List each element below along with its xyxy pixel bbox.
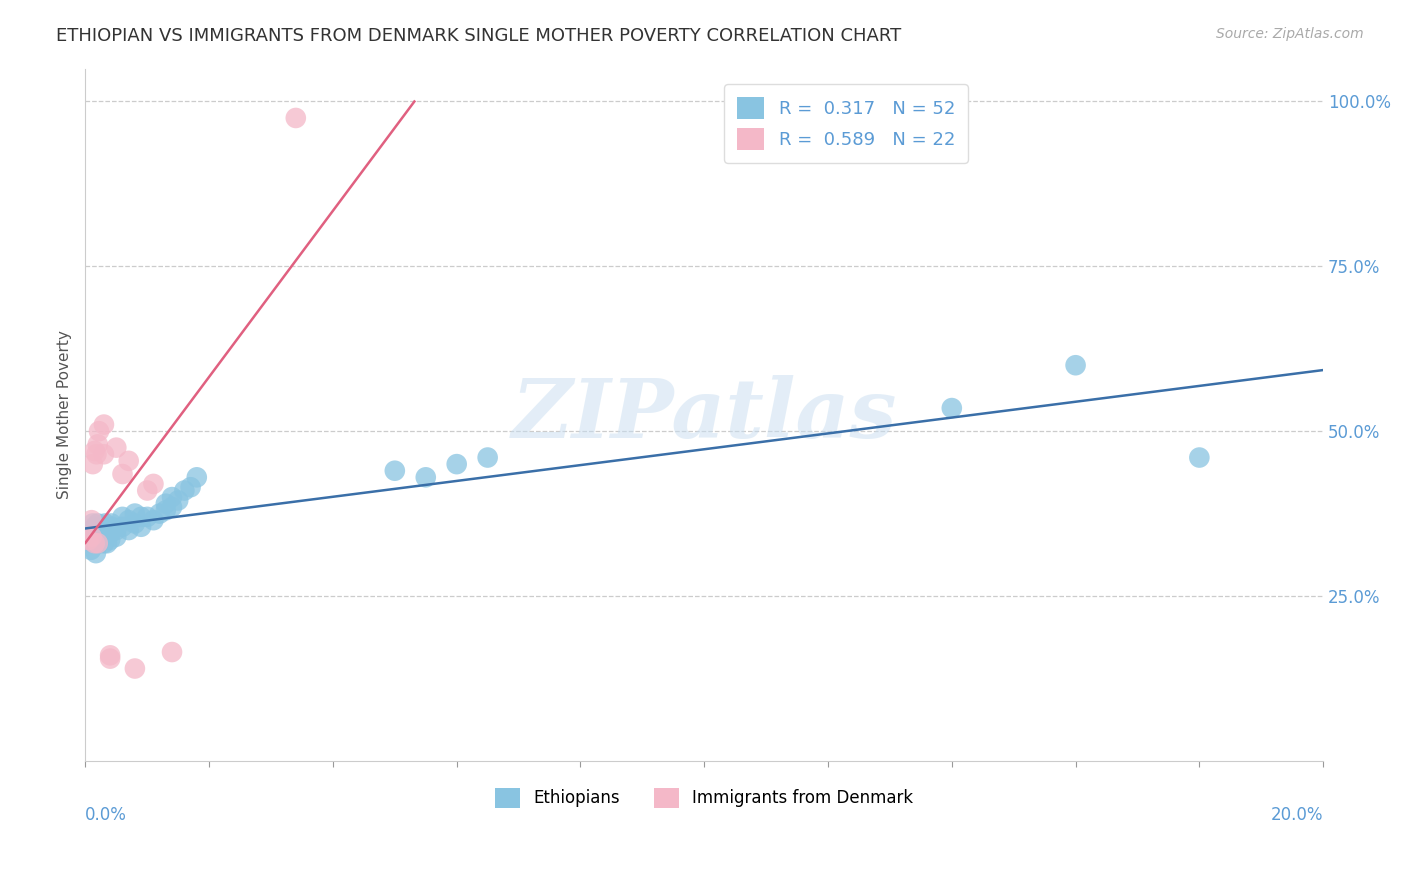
Point <box>384 464 406 478</box>
Point <box>149 507 172 521</box>
Point <box>94 516 117 531</box>
Point <box>80 513 103 527</box>
Point <box>93 523 115 537</box>
Legend: Ethiopians, Immigrants from Denmark: Ethiopians, Immigrants from Denmark <box>489 781 920 814</box>
Point <box>83 530 105 544</box>
Point <box>142 476 165 491</box>
Y-axis label: Single Mother Poverty: Single Mother Poverty <box>58 330 72 500</box>
Point <box>101 520 124 534</box>
Point <box>160 490 183 504</box>
Point <box>105 530 128 544</box>
Point <box>160 645 183 659</box>
Point <box>160 500 183 514</box>
Point <box>124 516 146 531</box>
Point <box>87 536 110 550</box>
Point <box>98 526 121 541</box>
Point <box>100 516 122 531</box>
Point <box>87 424 110 438</box>
Point <box>173 483 195 498</box>
Point <box>129 520 152 534</box>
Point <box>79 533 101 547</box>
Point <box>180 480 202 494</box>
Point <box>90 520 112 534</box>
Point <box>77 533 100 547</box>
Point <box>86 447 108 461</box>
Point <box>82 516 104 531</box>
Point <box>82 457 104 471</box>
Point <box>89 526 111 541</box>
Point <box>93 536 115 550</box>
Point <box>446 457 468 471</box>
Point <box>155 503 177 517</box>
Text: ETHIOPIAN VS IMMIGRANTS FROM DENMARK SINGLE MOTHER POVERTY CORRELATION CHART: ETHIOPIAN VS IMMIGRANTS FROM DENMARK SIN… <box>56 27 901 45</box>
Point <box>118 523 141 537</box>
Point <box>87 437 110 451</box>
Text: ZIPatlas: ZIPatlas <box>512 375 897 455</box>
Point <box>118 513 141 527</box>
Point <box>1064 358 1087 372</box>
Point <box>83 520 105 534</box>
Text: 0.0%: 0.0% <box>86 805 128 824</box>
Point <box>96 536 118 550</box>
Point <box>941 401 963 415</box>
Point <box>477 450 499 465</box>
Point <box>98 648 121 663</box>
Point <box>111 467 134 481</box>
Text: Source: ZipAtlas.com: Source: ZipAtlas.com <box>1216 27 1364 41</box>
Point <box>84 546 107 560</box>
Point <box>98 651 121 665</box>
Point <box>80 542 103 557</box>
Point <box>124 507 146 521</box>
Point <box>129 509 152 524</box>
Point <box>415 470 437 484</box>
Point <box>142 513 165 527</box>
Point <box>87 523 110 537</box>
Point <box>83 536 105 550</box>
Point <box>83 536 105 550</box>
Point <box>111 520 134 534</box>
Point <box>1188 450 1211 465</box>
Point <box>87 516 110 531</box>
Point <box>105 441 128 455</box>
Point <box>80 523 103 537</box>
Point <box>186 470 208 484</box>
Point <box>111 509 134 524</box>
Point <box>80 526 103 541</box>
Text: 20.0%: 20.0% <box>1271 805 1323 824</box>
Point <box>87 536 110 550</box>
Point <box>284 111 307 125</box>
Point <box>167 493 190 508</box>
Point <box>93 530 115 544</box>
Point <box>155 497 177 511</box>
Point <box>98 533 121 547</box>
Point <box>136 483 159 498</box>
Point <box>136 509 159 524</box>
Point <box>87 530 110 544</box>
Point <box>83 444 105 458</box>
Point <box>124 661 146 675</box>
Point <box>105 523 128 537</box>
Point <box>93 447 115 461</box>
Point <box>93 417 115 432</box>
Point <box>118 454 141 468</box>
Point <box>80 530 103 544</box>
